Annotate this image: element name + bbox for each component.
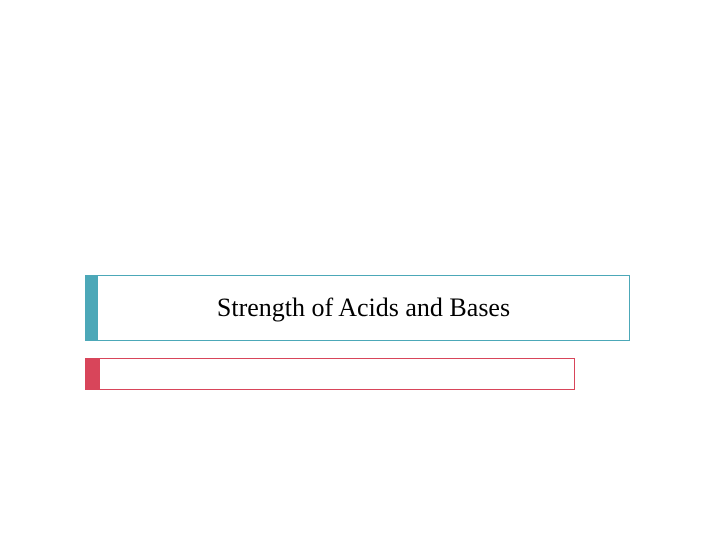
- slide-container: Strength of Acids and Bases: [0, 0, 720, 540]
- slide-title: Strength of Acids and Bases: [98, 276, 629, 340]
- subtitle-box: [85, 358, 575, 390]
- title-box: Strength of Acids and Bases: [85, 275, 630, 341]
- subtitle-accent-bar: [86, 359, 100, 389]
- slide-subtitle: [100, 359, 574, 389]
- title-accent-bar: [86, 276, 98, 340]
